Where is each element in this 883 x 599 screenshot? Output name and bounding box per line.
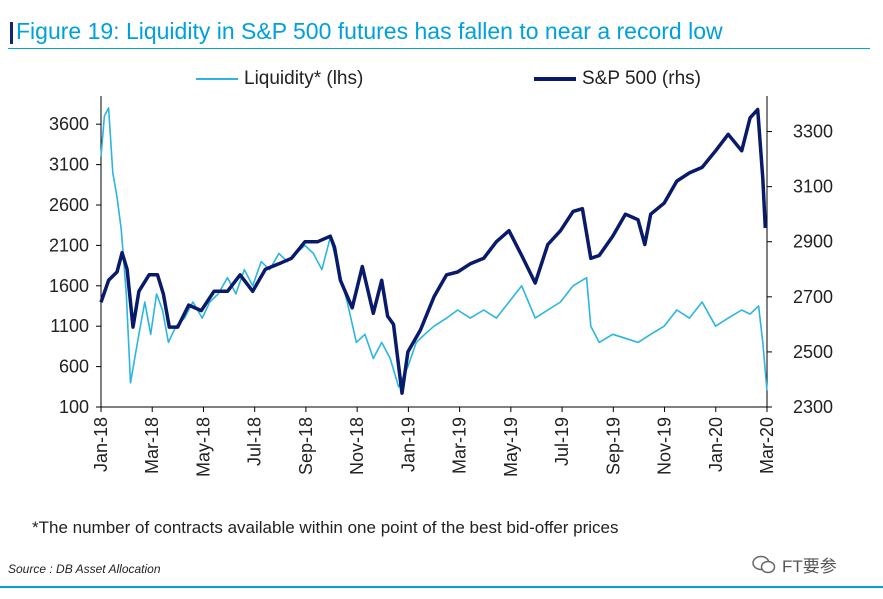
x-tick-label: May-19 <box>501 417 521 477</box>
sp500-series-line <box>99 107 768 395</box>
footnote: *The number of contracts available withi… <box>32 518 619 537</box>
left-y-tick-label: 600 <box>59 357 89 377</box>
chart-title: Figure 19: Liquidity in S&P 500 futures … <box>16 18 723 44</box>
bottom-rule <box>0 586 883 588</box>
right-y-tick-label: 2300 <box>793 397 833 417</box>
legend-label-liquidity: Liquidity* (lhs) <box>244 68 364 89</box>
watermark-text: FT要参 <box>782 557 837 576</box>
title-underline <box>8 14 870 49</box>
left-y-tick-label: 100 <box>59 397 89 417</box>
left-y-tick-label: 3600 <box>49 114 89 134</box>
left-y-tick-label: 1100 <box>50 316 89 336</box>
x-tick-label: Sep-19 <box>603 417 623 475</box>
legend-item-sp500: S&P 500 (rhs) <box>534 68 701 90</box>
x-tick-label: Jan-20 <box>706 417 726 472</box>
left-y-tick-label: 3100 <box>49 155 89 175</box>
right-y-tick-label: 3300 <box>793 122 833 142</box>
x-tick-label: May-18 <box>193 417 213 477</box>
wechat-icon <box>752 555 776 573</box>
legend: Liquidity* (lhs) S&P 500 (rhs) <box>0 68 883 94</box>
x-tick-label: Nov-19 <box>655 417 675 475</box>
x-tick-label: Sep-18 <box>296 417 316 475</box>
liquidity-series-line <box>100 107 768 391</box>
x-tick-label: Nov-18 <box>347 417 367 475</box>
x-tick-label: Jul-19 <box>552 417 572 466</box>
source-note: Source : DB Asset Allocation <box>8 562 161 576</box>
legend-label-sp500: S&P 500 (rhs) <box>582 68 701 89</box>
left-y-tick-label: 1600 <box>49 276 89 296</box>
title-marker <box>10 22 13 44</box>
x-tick-label: Jan-18 <box>91 417 111 472</box>
right-y-tick-label: 3100 <box>793 177 833 197</box>
x-tick-label: Jul-18 <box>245 417 265 466</box>
x-tick-label: Mar-19 <box>450 417 470 474</box>
left-y-tick-label: 2600 <box>49 195 89 215</box>
legend-swatch-liquidity <box>196 78 238 80</box>
legend-swatch-sp500 <box>534 77 576 81</box>
x-tick-label: Jan-19 <box>398 417 418 472</box>
left-y-tick-label: 2100 <box>49 235 89 255</box>
right-y-tick-label: 2500 <box>793 342 833 362</box>
legend-item-liquidity: Liquidity* (lhs) <box>196 68 363 90</box>
right-y-tick-label: 2700 <box>793 287 833 307</box>
right-y-tick-label: 2900 <box>793 232 833 252</box>
watermark: FT要参 <box>752 552 837 577</box>
x-tick-label: Mar-20 <box>757 417 777 474</box>
x-tick-label: Mar-18 <box>142 417 162 474</box>
